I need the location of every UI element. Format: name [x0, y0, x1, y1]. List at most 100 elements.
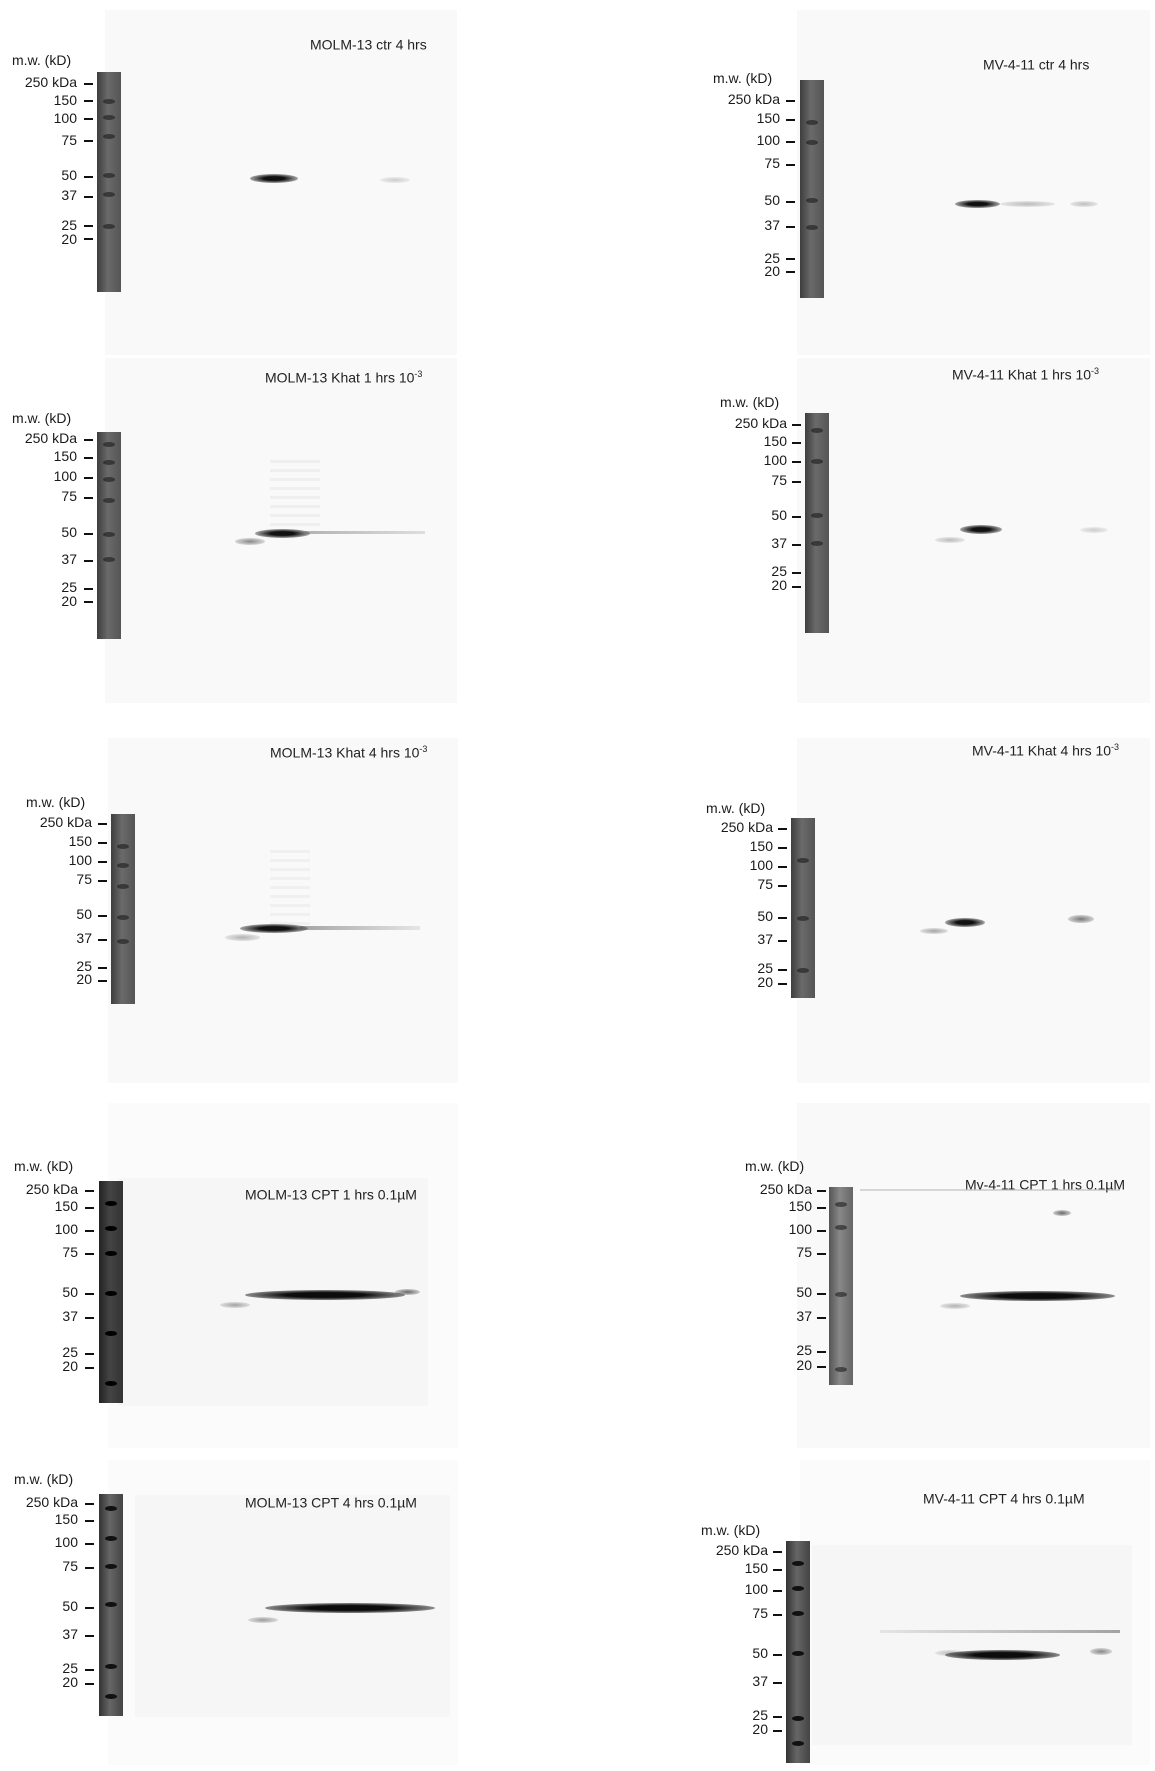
marker-25: 25 [76, 958, 92, 974]
mw-header: m.w. (kD) [701, 1522, 761, 1538]
marker-37: 37 [752, 1673, 768, 1689]
mw-header: m.w. (kD) [745, 1158, 805, 1174]
mw-header: m.w. (kD) [26, 794, 86, 810]
marker-ladder [805, 413, 829, 633]
marker-37: 37 [764, 217, 780, 233]
marker-ladder [111, 814, 135, 1004]
marker-ladder [97, 72, 121, 292]
marker-ladder [800, 80, 824, 298]
marker-25: 25 [796, 1342, 812, 1358]
protein-band [1053, 1210, 1071, 1216]
mw-header: m.w. (kD) [706, 800, 766, 816]
marker-150: 150 [53, 448, 77, 464]
marker-75: 75 [752, 1605, 768, 1621]
marker-37: 37 [61, 551, 77, 567]
marker-25: 25 [771, 563, 787, 579]
marker-25: 25 [61, 579, 77, 595]
marker-150: 150 [54, 1511, 78, 1527]
blot-membrane [797, 738, 1150, 1083]
mw-header: m.w. (kD) [713, 70, 773, 86]
protein-band [255, 529, 310, 538]
marker-75: 75 [764, 155, 780, 171]
panel-title: MV-4-11 Khat 4 hrs 10-3 [972, 742, 1120, 759]
mw-header: m.w. (kD) [12, 410, 72, 426]
marker-20: 20 [62, 1358, 78, 1374]
marker-20: 20 [771, 577, 787, 593]
panel-title: MV-4-11 CPT 4 hrs 0.1µM [923, 1490, 1085, 1507]
protein-band [250, 174, 298, 183]
marker-75: 75 [62, 1558, 78, 1574]
marker-20: 20 [62, 1674, 78, 1690]
panel-title: MOLM-13 Khat 1 hrs 10-3 [265, 369, 423, 386]
marker-100: 100 [749, 857, 773, 873]
marker-150: 150 [756, 110, 780, 126]
protein-band [265, 1603, 435, 1613]
panel-title: MV-4-11 ctr 4 hrs [983, 56, 1090, 73]
marker-50: 50 [61, 524, 77, 540]
marker-37: 37 [796, 1308, 812, 1324]
panel-title: MOLM-13 ctr 4 hrs [310, 36, 427, 53]
panel-title: MOLM-13 Khat 4 hrs 10-3 [270, 744, 428, 761]
marker-37: 37 [62, 1308, 78, 1324]
protein-band [960, 1291, 1115, 1301]
marker-37: 37 [771, 535, 787, 551]
marker-100: 100 [788, 1221, 812, 1237]
protein-band [1070, 201, 1098, 207]
protein-band [240, 924, 308, 933]
marker-150: 150 [744, 1560, 768, 1576]
marker-20: 20 [61, 231, 77, 247]
protein-band [960, 525, 1002, 534]
mw-header: m.w. (kD) [12, 52, 72, 68]
marker-50: 50 [771, 507, 787, 523]
marker-150: 150 [788, 1198, 812, 1214]
marker-37: 37 [76, 930, 92, 946]
marker-250: 250 kDa [715, 1542, 768, 1558]
protein-band [248, 1617, 278, 1623]
protein-band [945, 1650, 1060, 1660]
marker-50: 50 [796, 1284, 812, 1300]
marker-37: 37 [62, 1626, 78, 1642]
marker-25: 25 [752, 1707, 768, 1723]
marker-250: 250 kDa [734, 415, 787, 431]
protein-band [945, 918, 985, 927]
marker-ladder [99, 1494, 123, 1716]
marker-100: 100 [744, 1581, 768, 1597]
panel-title: MOLM-13 CPT 4 hrs 0.1µM [245, 1494, 417, 1511]
marker-ladder [829, 1187, 853, 1385]
marker-37: 37 [61, 187, 77, 203]
marker-100: 100 [53, 110, 77, 126]
marker-20: 20 [757, 974, 773, 990]
marker-ladder [99, 1181, 123, 1403]
marker-50: 50 [757, 908, 773, 924]
marker-100: 100 [53, 468, 77, 484]
marker-150: 150 [68, 833, 92, 849]
marker-25: 25 [62, 1344, 78, 1360]
marker-25: 25 [764, 250, 780, 266]
marker-20: 20 [61, 593, 77, 609]
marker-25: 25 [61, 217, 77, 233]
panel-title: MOLM-13 CPT 1 hrs 0.1µM [245, 1186, 417, 1203]
marker-ladder [791, 818, 815, 998]
marker-50: 50 [752, 1645, 768, 1661]
mw-header: m.w. (kD) [14, 1471, 74, 1487]
marker-100: 100 [763, 452, 787, 468]
marker-75: 75 [771, 472, 787, 488]
marker-ladder [786, 1541, 810, 1763]
blot-membrane [812, 1545, 1132, 1745]
marker-75: 75 [61, 132, 77, 148]
marker-50: 50 [764, 192, 780, 208]
protein-band [380, 177, 410, 183]
protein-band [245, 1290, 405, 1300]
marker-250: 250 kDa [727, 91, 780, 107]
marker-50: 50 [61, 167, 77, 183]
marker-150: 150 [53, 92, 77, 108]
marker-ladder [97, 432, 121, 639]
protein-band [1000, 201, 1055, 207]
marker-250: 250 kDa [25, 1494, 78, 1510]
marker-25: 25 [62, 1660, 78, 1676]
marker-20: 20 [76, 971, 92, 987]
marker-100: 100 [68, 852, 92, 868]
marker-250: 250 kDa [24, 430, 77, 446]
marker-37: 37 [757, 931, 773, 947]
marker-75: 75 [62, 1244, 78, 1260]
